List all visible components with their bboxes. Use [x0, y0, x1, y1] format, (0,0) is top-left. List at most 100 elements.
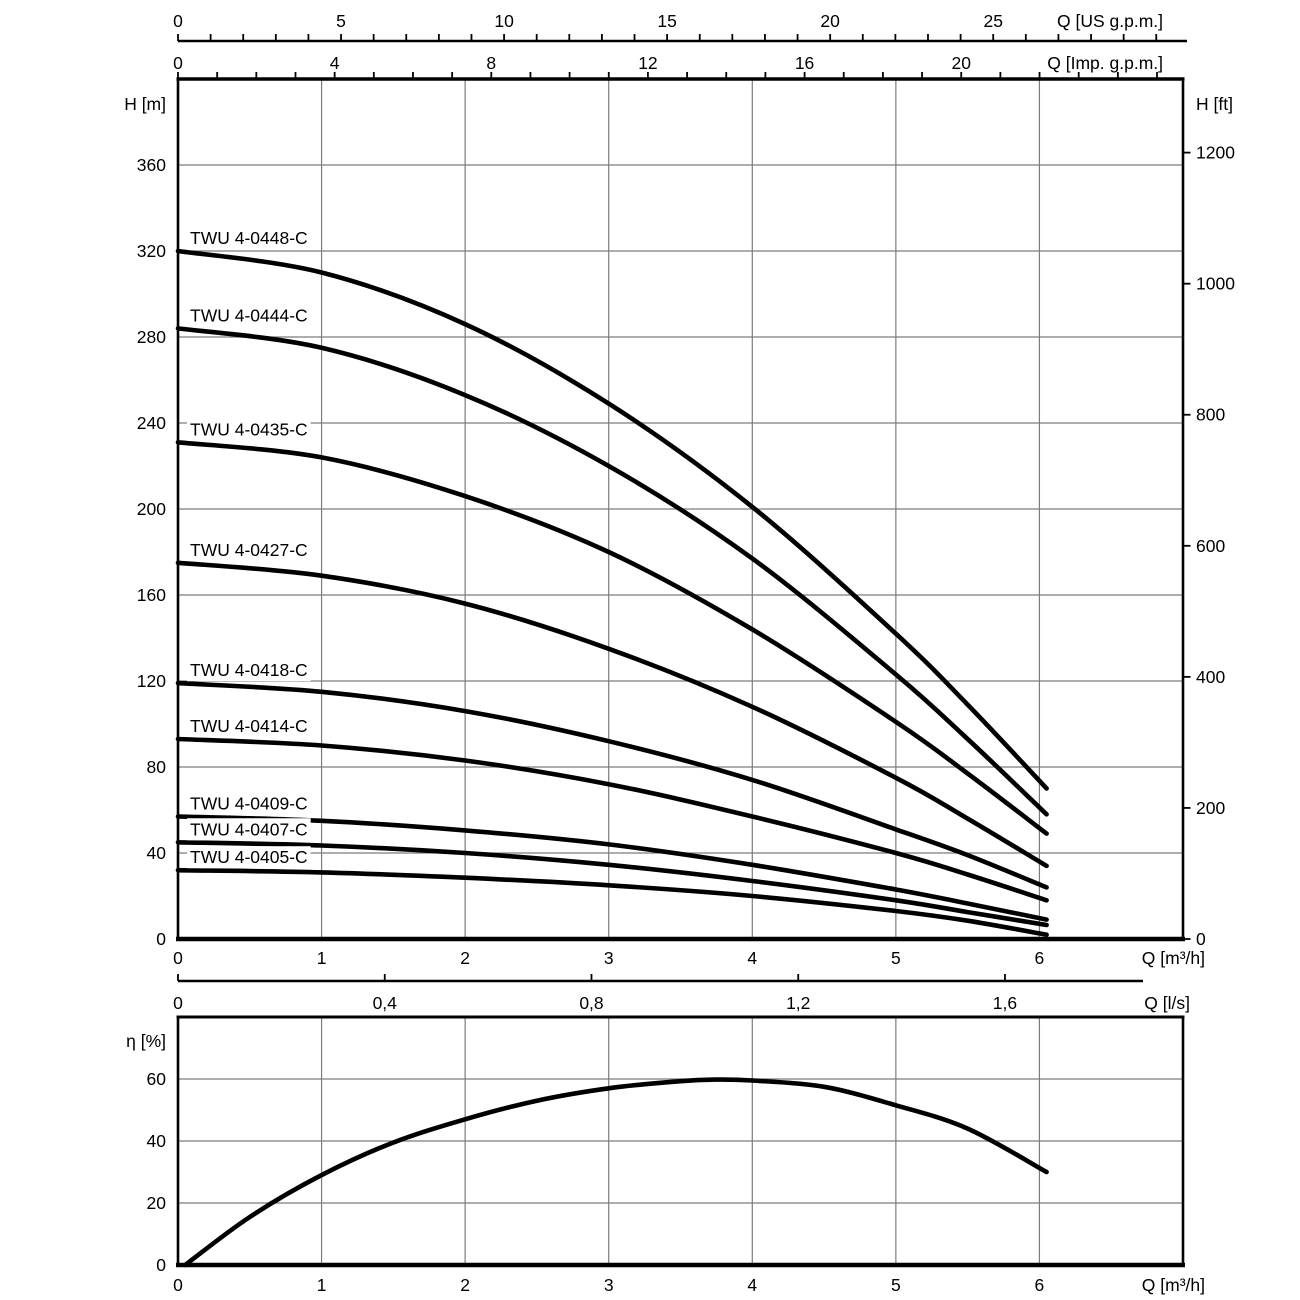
tick-label: 4: [747, 948, 757, 968]
curve-twu-4-0427-c: [175, 560, 1049, 869]
h-m-axis: 0 40 80 120 160 200 240 280 320 360 H [m]: [124, 94, 166, 949]
tick-label: 0: [156, 1255, 166, 1275]
curve-label-twu-4-0418-c: TWU 4-0418-C: [190, 660, 308, 680]
curve-label-twu-4-0435-c: TWU 4-0435-C: [190, 419, 308, 439]
tick-label: 80: [147, 757, 167, 777]
tick-label: 400: [1196, 667, 1225, 687]
tick-label: 20: [820, 11, 840, 31]
tick-label: 15: [657, 11, 676, 31]
tick-label: 1000: [1196, 274, 1235, 294]
axis-unit-label: Q [l/s]: [1144, 993, 1190, 1013]
curve-label-twu-4-0405-c: TWU 4-0405-C: [190, 847, 308, 867]
tick-label: 0: [1196, 929, 1206, 949]
tick-label: 1: [317, 1275, 327, 1295]
curve-label-bg: [187, 418, 311, 441]
tick-label: 12: [638, 53, 657, 73]
curve-label-bg: [187, 818, 311, 841]
tick-label: 800: [1196, 405, 1225, 425]
curve-twu-4-0418-c: [175, 680, 1049, 890]
main-chart-frame: [176, 77, 1185, 942]
tick-label: 2: [460, 948, 470, 968]
tick-label: 0: [173, 11, 183, 31]
curve-twu-4-0409-c: [175, 814, 1049, 922]
tick-label: 6: [1035, 948, 1045, 968]
efficiency-chart-frame: [176, 1015, 1185, 1268]
curve-label-twu-4-0448-c: TWU 4-0448-C: [190, 228, 308, 248]
curve-label-bg: [187, 659, 311, 682]
tick-label: 1: [317, 948, 327, 968]
tick-label: 1,2: [786, 993, 810, 1013]
tick-label: 5: [891, 948, 901, 968]
tick-label: 8: [486, 53, 496, 73]
tick-label: 0: [173, 993, 183, 1013]
curve-label-twu-4-0407-c: TWU 4-0407-C: [190, 819, 308, 839]
tick-label: 5: [891, 1275, 901, 1295]
us-gpm-axis: 0 5 10 15 20 25 Q [US g.p.m.]: [173, 11, 1187, 43]
m3h-axis-main: 0 1 2 3 4 5 6 Q [m³/h]: [173, 948, 1205, 968]
tick-label: 60: [147, 1069, 167, 1089]
tick-label: 40: [147, 1131, 167, 1151]
curve-label-twu-4-0414-c: TWU 4-0414-C: [190, 716, 308, 736]
tick-label: 20: [147, 1193, 167, 1213]
tick-label: 0: [173, 948, 183, 968]
curve-label-bg: [187, 846, 311, 869]
tick-label: 200: [137, 499, 166, 519]
tick-label: 25: [983, 11, 1002, 31]
curve-label-bg: [187, 227, 311, 249]
tick-label: 600: [1196, 536, 1225, 556]
axis-unit-label: η [%]: [126, 1031, 166, 1051]
tick-label: 200: [1196, 798, 1225, 818]
tick-label: 2: [460, 1275, 470, 1295]
tick-label: 0,4: [373, 993, 398, 1013]
curve-label-bg: [187, 715, 311, 738]
tick-label: 320: [137, 241, 166, 261]
tick-label: 4: [330, 53, 340, 73]
curve-twu-4-0405-c: [175, 867, 1049, 937]
tick-label: 40: [147, 843, 167, 863]
curve-twu-4-0435-c: [175, 440, 1049, 836]
imp-gpm-axis: 0 4 8 12 16 20 Q [Imp. g.p.m.]: [173, 53, 1163, 79]
curve-label-bg: [187, 792, 311, 815]
tick-label: 16: [795, 53, 814, 73]
axis-unit-label: Q [US g.p.m.]: [1057, 11, 1163, 31]
tick-label: 0: [173, 53, 183, 73]
tick-label: 1,6: [993, 993, 1017, 1013]
axis-unit-label: Q [Imp. g.p.m.]: [1047, 53, 1163, 73]
efficiency-curve-group: [182, 1077, 1049, 1268]
tick-label: 0: [156, 929, 166, 949]
efficiency-chart-gridlines: [178, 1017, 1183, 1265]
axis-unit-label: H [ft]: [1196, 94, 1233, 114]
tick-label: 10: [494, 11, 514, 31]
axis-unit-label: H [m]: [124, 94, 166, 114]
tick-label: 120: [137, 671, 166, 691]
eta-axis: 0 20 40 60 η [%]: [126, 1031, 166, 1275]
curve-twu-4-0414-c: [175, 736, 1049, 903]
tick-label: 4: [747, 1275, 757, 1295]
axis-unit-label: Q [m³/h]: [1142, 948, 1205, 968]
curve-label-twu-4-0427-c: TWU 4-0427-C: [190, 540, 308, 560]
tick-label: 280: [137, 327, 166, 347]
curve-label-bg: [187, 538, 311, 561]
tick-label: 160: [137, 585, 166, 605]
curve-label-twu-4-0444-c: TWU 4-0444-C: [190, 305, 308, 325]
m3h-axis-efficiency: 0 1 2 3 4 5 6 Q [m³/h]: [173, 1275, 1205, 1295]
curve-labels: TWU 4-0448-C TWU 4-0444-C TWU 4-0435-C TWU …: [187, 227, 311, 869]
head-curves: [175, 248, 1049, 937]
tick-label: 0,8: [579, 993, 603, 1013]
curve-label-twu-4-0409-c: TWU 4-0409-C: [190, 793, 308, 813]
tick-label: 6: [1035, 1275, 1045, 1295]
tick-label: 1200: [1196, 143, 1235, 163]
tick-label: 0: [173, 1275, 183, 1295]
tick-label: 3: [604, 948, 614, 968]
curve-label-bg: [187, 304, 311, 327]
tick-label: 3: [604, 1275, 614, 1295]
l-s-axis: 0 0,4 0,8 1,2 1,6 Q [l/s]: [173, 974, 1190, 1013]
tick-label: 360: [137, 155, 166, 175]
efficiency-curve: [182, 1077, 1049, 1268]
tick-label: 240: [137, 413, 166, 433]
curve-twu-4-0407-c: [175, 840, 1049, 928]
main-chart-gridlines: [178, 79, 1183, 939]
curve-twu-4-0448-c: [175, 248, 1049, 791]
